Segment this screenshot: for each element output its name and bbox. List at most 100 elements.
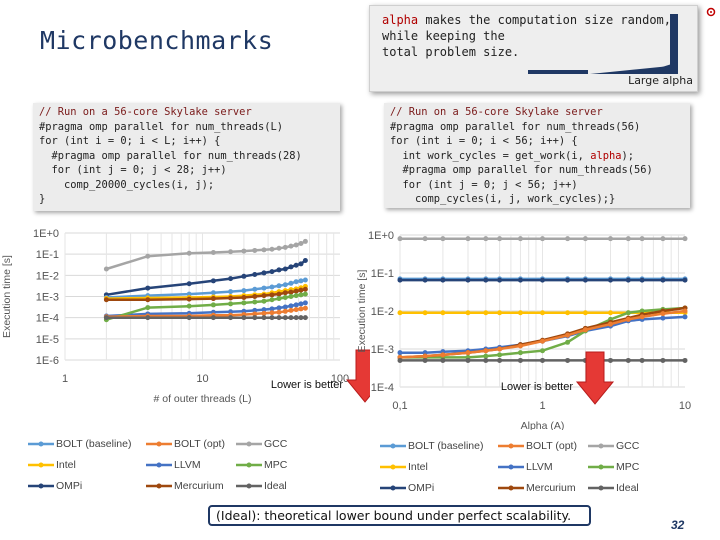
data-point xyxy=(228,295,234,301)
data-point xyxy=(540,348,545,354)
data-point xyxy=(497,346,503,352)
data-point xyxy=(261,247,267,253)
data-point xyxy=(228,276,234,282)
data-point xyxy=(293,262,299,268)
data-point xyxy=(288,303,294,309)
data-point xyxy=(252,299,258,305)
legend-item: Intel xyxy=(380,461,428,473)
legend-label: BOLT (baseline) xyxy=(56,438,132,450)
data-point xyxy=(269,246,275,252)
legend-label: MPC xyxy=(264,459,288,471)
data-point xyxy=(186,303,192,309)
data-point xyxy=(293,293,299,299)
series-line xyxy=(106,240,306,271)
data-point xyxy=(145,297,151,303)
data-point xyxy=(497,277,503,283)
legend-label: BOLT (opt) xyxy=(526,440,577,452)
data-point xyxy=(241,273,247,279)
legend-label: LLVM xyxy=(526,461,553,473)
legend-item: Ideal xyxy=(588,482,639,494)
data-point xyxy=(186,250,192,256)
data-point xyxy=(440,236,446,242)
x-tick-label: 10 xyxy=(196,373,208,385)
data-point xyxy=(540,310,545,316)
y-tick-label: 1E-2 xyxy=(36,270,59,282)
data-point xyxy=(682,277,688,283)
legend-label: Mercurium xyxy=(526,482,576,494)
data-point xyxy=(210,315,216,321)
legend-label: Intel xyxy=(56,459,76,471)
legend-item: Ideal xyxy=(236,480,287,492)
data-point xyxy=(261,270,267,276)
data-point xyxy=(565,277,571,283)
data-point xyxy=(252,307,258,313)
data-point xyxy=(465,357,471,363)
data-point xyxy=(517,277,523,283)
legend-item: GCC xyxy=(588,440,639,452)
legend-label: OMPi xyxy=(56,480,83,492)
data-point xyxy=(145,285,151,291)
data-point xyxy=(607,357,613,363)
code-line: // Run on a 56-core Skylake server xyxy=(39,106,252,118)
data-point xyxy=(397,236,403,242)
data-point xyxy=(625,236,631,242)
data-point xyxy=(540,277,545,283)
data-point xyxy=(293,288,299,294)
data-point xyxy=(269,284,275,290)
code-line: comp_20000_cycles(i, j); xyxy=(39,178,215,191)
data-point xyxy=(210,249,216,255)
data-point xyxy=(228,309,234,315)
data-point xyxy=(261,310,267,316)
data-point xyxy=(607,236,613,242)
callout-line1: makes the computation size random, xyxy=(418,13,671,27)
legend-swatch xyxy=(146,462,172,468)
callout-line3: total problem size. xyxy=(382,45,520,59)
data-point xyxy=(302,291,308,297)
data-point xyxy=(276,309,282,315)
data-point xyxy=(210,290,216,296)
lower-is-better-arrow-icon xyxy=(345,349,370,403)
legend-label: Intel xyxy=(408,461,428,473)
data-point xyxy=(228,301,234,307)
data-point xyxy=(276,315,282,321)
y-tick-label: 1E+0 xyxy=(33,228,59,240)
data-point xyxy=(483,277,489,283)
data-point xyxy=(397,350,403,356)
data-point xyxy=(397,277,403,283)
legend-item: LLVM xyxy=(498,461,553,473)
code-line: for (int j = 0; j < 56; j++) xyxy=(390,178,578,191)
legend-item: BOLT (baseline) xyxy=(380,440,483,452)
data-point xyxy=(682,308,688,314)
y-tick-label: 1E-4 xyxy=(371,382,394,394)
legend-label: LLVM xyxy=(174,459,201,471)
data-point xyxy=(440,277,446,283)
data-point xyxy=(282,304,288,310)
callout-keyword: alpha xyxy=(382,13,419,27)
data-point xyxy=(298,306,304,312)
data-point xyxy=(497,310,503,316)
data-point xyxy=(261,293,267,299)
data-point xyxy=(298,278,304,284)
data-point xyxy=(565,236,571,242)
data-point xyxy=(282,315,288,321)
data-point xyxy=(465,310,471,316)
data-point xyxy=(293,242,299,248)
data-point xyxy=(282,294,288,300)
legend-swatch xyxy=(236,441,262,447)
data-point xyxy=(228,289,234,295)
data-point xyxy=(186,281,192,287)
alpha-distribution-icon xyxy=(528,14,678,74)
data-point xyxy=(517,343,523,349)
data-point xyxy=(269,292,275,298)
data-point xyxy=(103,315,109,321)
data-point xyxy=(293,307,299,313)
x-axis-label: # of outer threads (L) xyxy=(153,393,251,405)
code-line: #pragma omp parallel for num_threads(56) xyxy=(390,164,653,176)
legend-item: Mercurium xyxy=(498,482,576,494)
data-point xyxy=(241,248,247,254)
data-point xyxy=(422,310,428,316)
data-point xyxy=(298,261,304,267)
legend-item: MPC xyxy=(236,459,287,471)
data-point xyxy=(625,310,631,316)
legend-swatch xyxy=(380,464,406,470)
